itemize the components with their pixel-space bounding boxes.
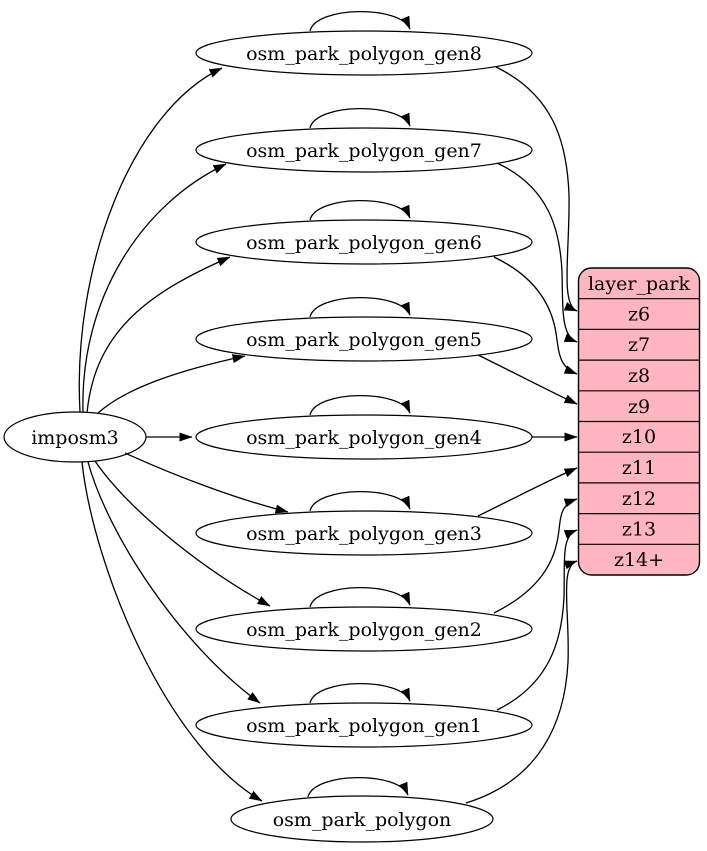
table-node-gen5 <box>195 316 533 362</box>
loop-base <box>307 776 409 798</box>
zoom-row-z13: z13 <box>622 519 656 541</box>
edge-gen8-z6 <box>495 66 578 312</box>
edge-gen1-z13 <box>496 529 578 711</box>
table-node-label: osm_park_polygon_gen7 <box>246 140 482 162</box>
table-node-gen6 <box>195 219 533 265</box>
edge-imposm3-base <box>81 461 263 802</box>
table-node-label: osm_park_polygon_gen4 <box>246 427 482 449</box>
edge-gen6-z8 <box>493 256 578 375</box>
zoom-row-z12: z12 <box>622 488 656 510</box>
edges <box>78 10 578 804</box>
source-node-label: imposm3 <box>31 427 119 449</box>
loop-gen8 <box>309 10 411 32</box>
loop-gen1 <box>309 682 411 704</box>
loop-gen2 <box>309 586 411 608</box>
table-node-gen8 <box>195 30 533 76</box>
table-node-gen1 <box>195 702 533 748</box>
nodes: imposm3 osm_park_polygon_gen8 osm_park_p… <box>3 30 701 843</box>
loop-gen4 <box>309 394 411 416</box>
loop-gen7 <box>309 107 411 129</box>
edge-gen7-z7 <box>496 162 578 343</box>
edge-gen2-z12 <box>493 498 578 614</box>
edge-imposm3-gen5 <box>96 354 246 415</box>
edge-imposm3-gen6 <box>86 256 231 414</box>
table-node-label: osm_park_polygon_gen1 <box>246 715 482 737</box>
edge-imposm3-gen7 <box>82 163 227 413</box>
table-node-base <box>230 795 494 843</box>
table-node-gen2 <box>195 606 533 652</box>
table-node-gen7 <box>195 127 533 173</box>
loop-gen6 <box>309 199 411 221</box>
table-node-label: osm_park_polygon_gen8 <box>246 43 482 65</box>
edge-imposm3-gen3 <box>124 452 289 514</box>
table-node-label: osm_park_polygon_gen6 <box>246 232 482 254</box>
table-node-label: osm_park_polygon_gen2 <box>246 619 482 641</box>
table-node-label: osm_park_polygon_gen5 <box>246 329 482 351</box>
zoom-row-z14p: z14+ <box>614 549 664 571</box>
zoom-row-z11: z11 <box>622 457 656 479</box>
loop-gen5 <box>309 296 411 318</box>
zoom-row-z9: z9 <box>628 396 650 418</box>
table-node-label: osm_park_polygon <box>273 809 452 831</box>
layer-title: layer_park <box>588 273 691 295</box>
zoom-row-z10: z10 <box>622 426 656 448</box>
edge-imposm3-gen1 <box>87 461 261 704</box>
table-node-gen3 <box>195 510 533 556</box>
edge-gen3-z11 <box>477 467 578 517</box>
edge-imposm3-gen8 <box>78 67 223 413</box>
loop-gen3 <box>309 490 411 512</box>
edge-gen5-z9 <box>477 354 578 405</box>
layer-record-node: layer_park z6 z7 z8 z9 z10 z11 z12 z13 z… <box>577 267 701 576</box>
zoom-row-z7: z7 <box>628 334 650 356</box>
zoom-row-z6: z6 <box>628 304 650 326</box>
edge-imposm3-gen2 <box>94 460 271 607</box>
edge-base-z14p <box>465 560 578 804</box>
table-node-label: osm_park_polygon_gen3 <box>246 523 482 545</box>
zoom-row-z8: z8 <box>628 365 650 387</box>
